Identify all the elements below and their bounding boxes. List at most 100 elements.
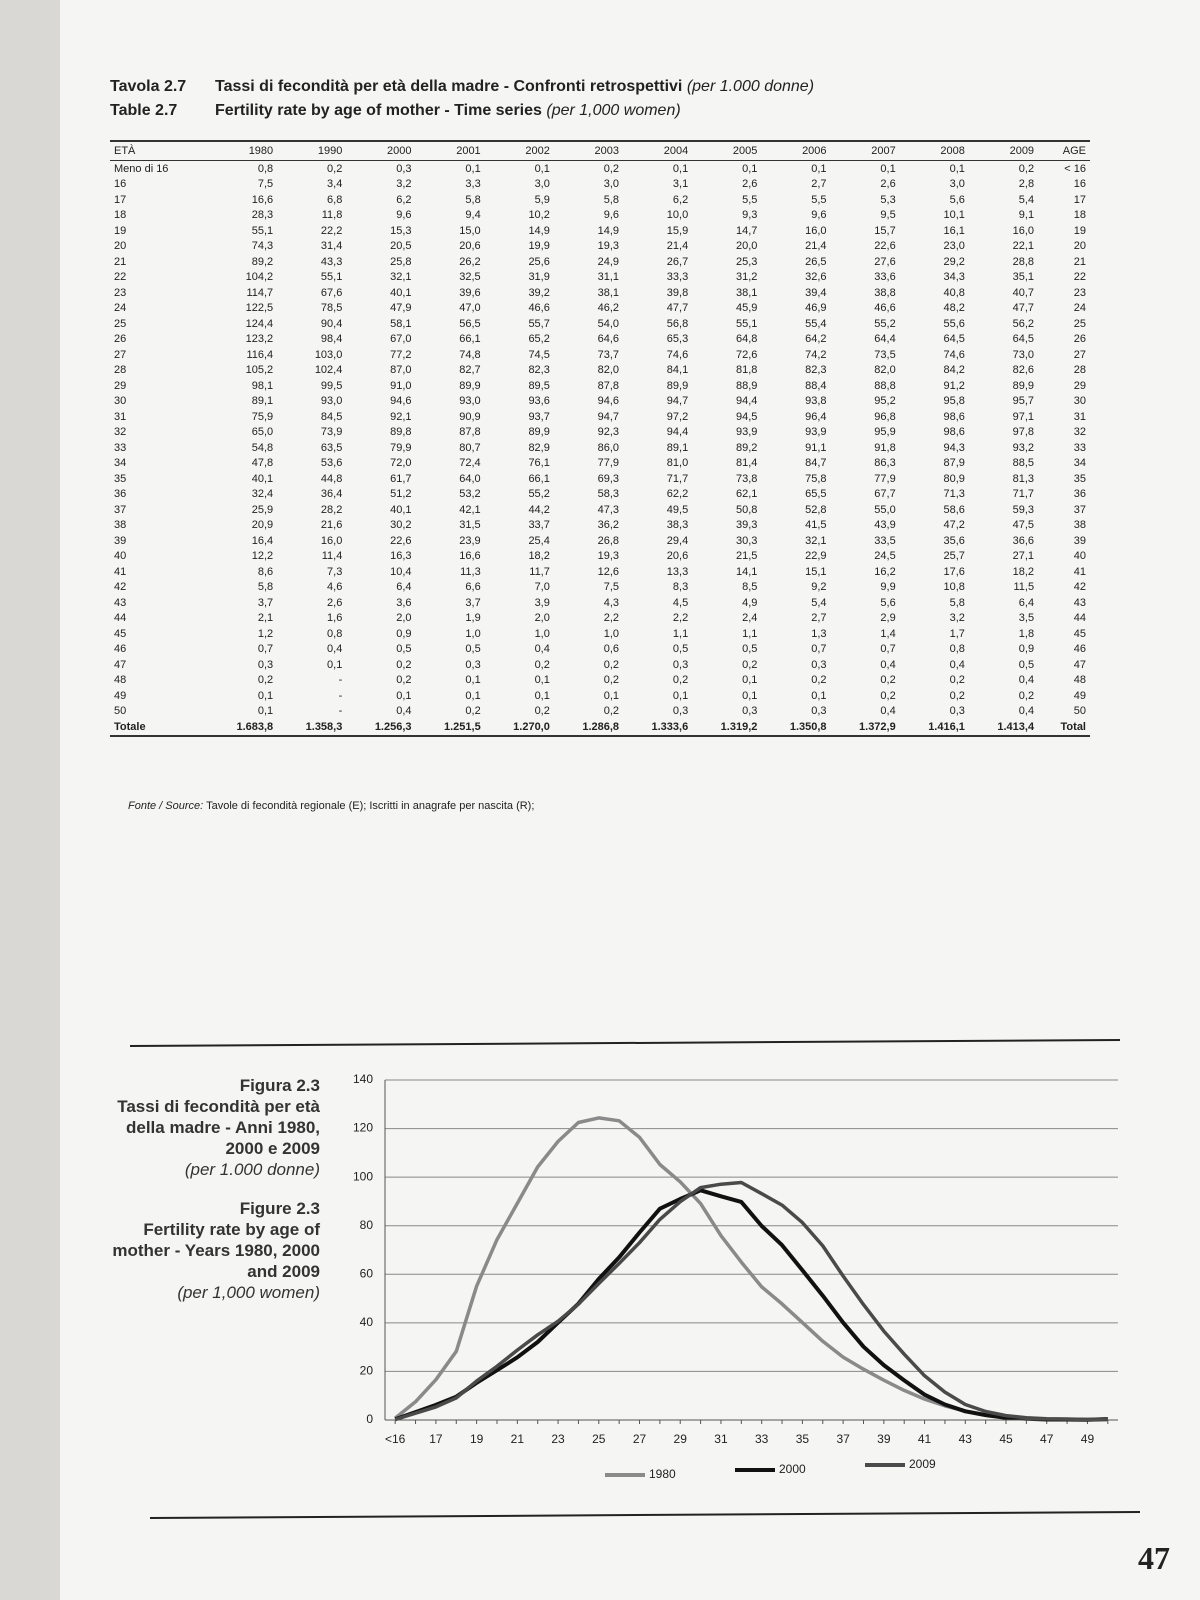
table-row: 32 65,0 73,9 89,8 87,8 89,9 92,3 94,4 93,9 93,9 95…	[110, 425, 1090, 441]
table-cell: 0,1	[257, 689, 274, 702]
table-cell: 47,9	[390, 302, 412, 315]
table-cell: 10,8	[943, 581, 965, 594]
table-cell: 77,2	[390, 348, 412, 361]
italian-heading: Tavola 2.7 Tassi di fecondità per età del…	[110, 78, 814, 96]
table-row: 28 105,2 102,4 87,0 82,7 82,3 82,0 84,1 81,8 82,3…	[110, 363, 1090, 379]
table-cell: 3,1	[672, 178, 689, 191]
column-header: 1990	[277, 140, 347, 161]
table-cell: 94,6	[597, 395, 620, 408]
table-cell: 0,1	[257, 705, 274, 718]
table-cell: 89,2	[251, 255, 274, 268]
table-cell: 94,4	[735, 395, 758, 408]
table-cell: 74,3	[251, 240, 274, 253]
table-row: 24 122,5 78,5 47,9 47,0 46,6 46,2 47,7 45,9 46,9 4…	[110, 301, 1090, 317]
table-cell: 36,2	[597, 519, 620, 532]
table-cell: 32	[1073, 426, 1086, 439]
table-cell: 15,7	[874, 224, 896, 237]
table-cell: 89,9	[1012, 379, 1035, 392]
table-cell: 77,9	[874, 472, 896, 485]
table-cell: 0,1	[534, 674, 550, 687]
rule	[149, 1511, 1141, 1519]
table-cell: 47,7	[666, 302, 689, 315]
table-unit: (per 1,000 women)	[546, 102, 681, 119]
table-cell: 0,1	[742, 674, 758, 687]
table-row: 43 3,7 2,6 3,6 3,7 3,9 4,3 4,5 4,9 5,4 5,6 5,8 6,4 43	[110, 595, 1090, 611]
table-row: 34 47,8 53,6 72,0 72,4 76,1 77,9 81,0 81,4 84,7 86…	[110, 456, 1090, 472]
table-cell: 97,1	[1012, 410, 1035, 423]
table-cell: 0,1	[672, 162, 689, 175]
table-cell: 88,4	[805, 379, 827, 392]
table-cell: 90,4	[320, 317, 343, 330]
column-header: 2001	[415, 140, 485, 161]
table-cell: 16,2	[874, 565, 896, 578]
table-cell: 0,1	[534, 162, 550, 175]
table-cell: 38	[1073, 519, 1086, 532]
table-cell: 5,4	[1018, 193, 1035, 206]
table-cell: 0,4	[1018, 705, 1035, 718]
table-cell: 25,9	[251, 503, 274, 516]
table-row: 31 75,9 84,5 92,1 90,9 93,7 94,7 97,2 94,5 96,4 96…	[110, 409, 1090, 425]
table-cell: 93,0	[320, 395, 343, 408]
table-cell: 0,3	[465, 658, 481, 671]
series-line	[394, 1180, 1108, 1422]
table-cell: 51,2	[390, 488, 412, 501]
table-cell: 91,1	[805, 441, 827, 454]
table-cell: 2,1	[257, 612, 274, 625]
table-row: 29 98,1 99,5 91,0 89,9 89,5 87,8 89,9 88,9 88,4 88…	[110, 378, 1090, 394]
table-cell: 47,2	[943, 519, 965, 532]
table-row: 37 25,9 28,2 40,1 42,1 44,2 47,3 49,5 50,8 52,8 55…	[110, 502, 1090, 518]
table-cell: 1,9	[465, 612, 481, 625]
table-cell: 28,2	[320, 503, 343, 516]
table-cell: 7,5	[257, 178, 274, 191]
table-cell: 3,2	[396, 178, 412, 191]
x-tick-label: 33	[755, 1432, 769, 1446]
table-cell: 0,2	[949, 674, 965, 687]
table-cell: 82,6	[1012, 364, 1035, 377]
table-cell: 28	[114, 364, 127, 377]
table-cell: 35,6	[943, 534, 965, 547]
table-cell: 0,2	[1018, 162, 1035, 175]
table-cell: 35	[1073, 472, 1086, 485]
table-cell: 2,0	[534, 612, 550, 625]
table-row: 25 124,4 90,4 58,1 56,5 55,7 54,0 56,8 55,1 55,4 5…	[110, 316, 1090, 332]
table-cell: 65,5	[805, 488, 827, 501]
table-cell: 0,5	[465, 643, 481, 656]
table-cell: 1.683,8	[208, 719, 278, 737]
table-cell: 1,0	[534, 627, 550, 640]
table-cell: 5,4	[811, 596, 827, 609]
table-cell: 0,3	[257, 658, 274, 671]
table-cell: 2,6	[880, 178, 896, 191]
table-cell: 91,2	[943, 379, 965, 392]
table-row: Meno di 16 0,8 0,2 0,3 0,1 0,1 0,2 0,1 0,1 0,1 0,1…	[110, 161, 1090, 177]
column-header: 2002	[484, 140, 554, 161]
x-tick-label: 21	[511, 1432, 525, 1446]
facing-page-edge	[0, 0, 60, 1600]
table-cell: 0,3	[811, 658, 827, 671]
table-cell: 2,4	[742, 612, 758, 625]
table-row: 50 0,1 - 0,4 0,2 0,2 0,2 0,3 0,3 0,3 0,4 0,3 0,4 50	[110, 704, 1090, 720]
table-cell: 62,1	[735, 488, 758, 501]
table-cell: 29,4	[666, 534, 689, 547]
table-cell: 20,6	[666, 550, 689, 563]
table-cell: 81,0	[666, 457, 689, 470]
rule	[129, 1039, 1121, 1047]
table-cell: 34	[114, 457, 127, 470]
table-cell: 0,4	[880, 658, 896, 671]
table-cell: 0,3	[811, 705, 827, 718]
table-cell: 30,3	[735, 534, 758, 547]
table-cell: 89,9	[528, 426, 550, 439]
table-cell: 16,3	[390, 550, 412, 563]
table-cell: 89,2	[735, 441, 758, 454]
table-cell: 34	[1073, 457, 1086, 470]
table-row: 19 55,1 22,2 15,3 15,0 14,9 14,9 15,9 14,7 16,0 15…	[110, 223, 1090, 239]
table-cell: 40,7	[1012, 286, 1035, 299]
table-cell: 3,6	[396, 596, 412, 609]
table-cell: 45	[1073, 627, 1086, 640]
table-cell: 0,7	[880, 643, 896, 656]
table-cell: 76,1	[528, 457, 550, 470]
table-cell: < 16	[1064, 162, 1086, 175]
table-cell: 40,8	[943, 286, 965, 299]
table-cell: 9,4	[465, 209, 481, 222]
table-cell: 64,5	[943, 333, 965, 346]
